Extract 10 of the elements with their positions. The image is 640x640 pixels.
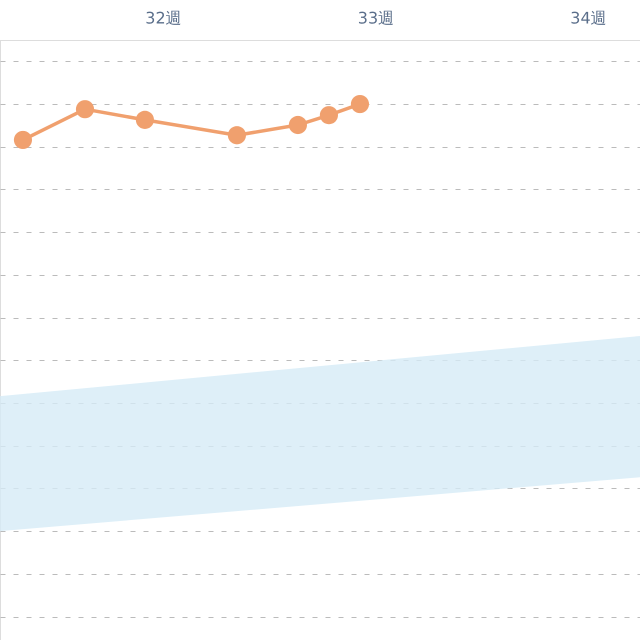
x-tick-label: 33週	[358, 8, 394, 28]
point	[320, 106, 338, 124]
point	[228, 126, 246, 144]
point	[14, 130, 32, 149]
point	[76, 100, 94, 118]
x-tick-label: 32週	[145, 8, 182, 28]
point	[136, 110, 154, 129]
x-tick-label: 34週	[570, 8, 607, 28]
point	[288, 116, 307, 134]
point	[350, 94, 370, 114]
